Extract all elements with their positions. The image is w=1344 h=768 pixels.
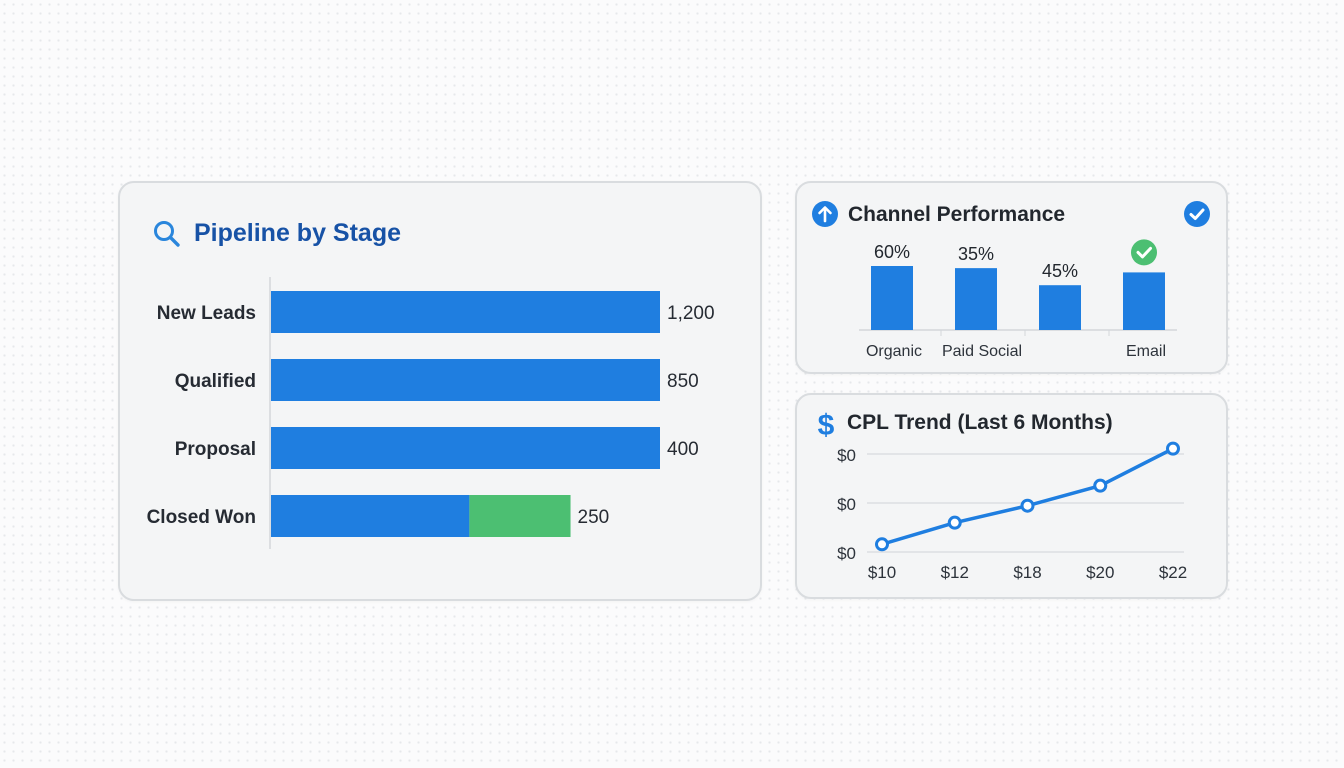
cpl-trend-card: $ CPL Trend (Last 6 Months) $0 $0 $0 $10 $12… <box>795 393 1228 599</box>
check-circle-icon[interactable] <box>1183 200 1211 233</box>
category-label: Qualified <box>175 371 256 392</box>
bar-segment-base <box>271 291 660 333</box>
bar <box>871 266 913 330</box>
x-tick-label: $12 <box>941 563 969 582</box>
data-point <box>1166 441 1180 456</box>
dollar-icon: $ <box>815 407 837 446</box>
data-point <box>1020 498 1035 513</box>
bar <box>955 268 997 330</box>
search-icon <box>152 219 182 254</box>
x-tick-label: $22 <box>1159 563 1187 582</box>
category-label: Paid Social <box>942 343 1022 360</box>
value-label: 850 <box>667 371 699 392</box>
bar-segment-base <box>271 495 470 537</box>
x-tick-label: $18 <box>1013 563 1041 582</box>
svg-text:$: $ <box>818 409 835 441</box>
pipeline-title: Pipeline by Stage <box>194 219 402 247</box>
check-circle-green-icon <box>1131 239 1157 266</box>
check-circle-bg <box>1131 239 1157 266</box>
channel-chart: 60% Organic 35% Paid Social 45% Email <box>859 239 1177 360</box>
check-mark <box>1136 246 1152 259</box>
category-label: Organic <box>866 343 922 360</box>
category-label: Email <box>1126 343 1166 360</box>
pipeline-card: Pipeline by Stage New Leads 1,200 Qualifie… <box>118 181 762 601</box>
bar-segment-won <box>469 495 571 537</box>
x-tick-label: $10 <box>868 563 896 582</box>
bar <box>1123 272 1165 330</box>
value-label: 400 <box>667 439 699 460</box>
category-label: Proposal <box>175 439 256 460</box>
data-point <box>1093 478 1108 493</box>
value-label: 45% <box>1042 261 1078 281</box>
y-tick-label: $0 <box>837 544 856 563</box>
x-tick-label: $20 <box>1086 563 1114 582</box>
pipeline-chart: New Leads 1,200 Qualified 850 Proposal 400 Clo… <box>147 277 715 549</box>
bar <box>1039 285 1081 330</box>
bar-segment-base <box>271 359 660 401</box>
cpl-chart: $0 $0 $0 $10 $12 $18 $20 $22 <box>837 441 1187 582</box>
y-tick-label: $0 <box>837 495 856 514</box>
value-label: 60% <box>874 242 910 262</box>
value-label: 250 <box>578 507 610 528</box>
channel-performance-card: Channel Performance 60% Organic 35% Paid So… <box>795 181 1228 374</box>
value-label: 1,200 <box>667 303 715 324</box>
data-point <box>875 537 889 552</box>
category-label: Closed Won <box>147 507 256 528</box>
bar-segment-base <box>271 427 660 469</box>
y-tick-label: $0 <box>837 446 856 465</box>
value-label: 35% <box>958 244 994 264</box>
channel-title: Channel Performance <box>848 203 1066 226</box>
category-label: New Leads <box>157 303 256 324</box>
cpl-title: CPL Trend (Last 6 Months) <box>847 411 1113 434</box>
arrow-up-circle-icon <box>811 200 839 233</box>
series-line <box>881 447 1174 546</box>
data-point <box>947 515 962 530</box>
